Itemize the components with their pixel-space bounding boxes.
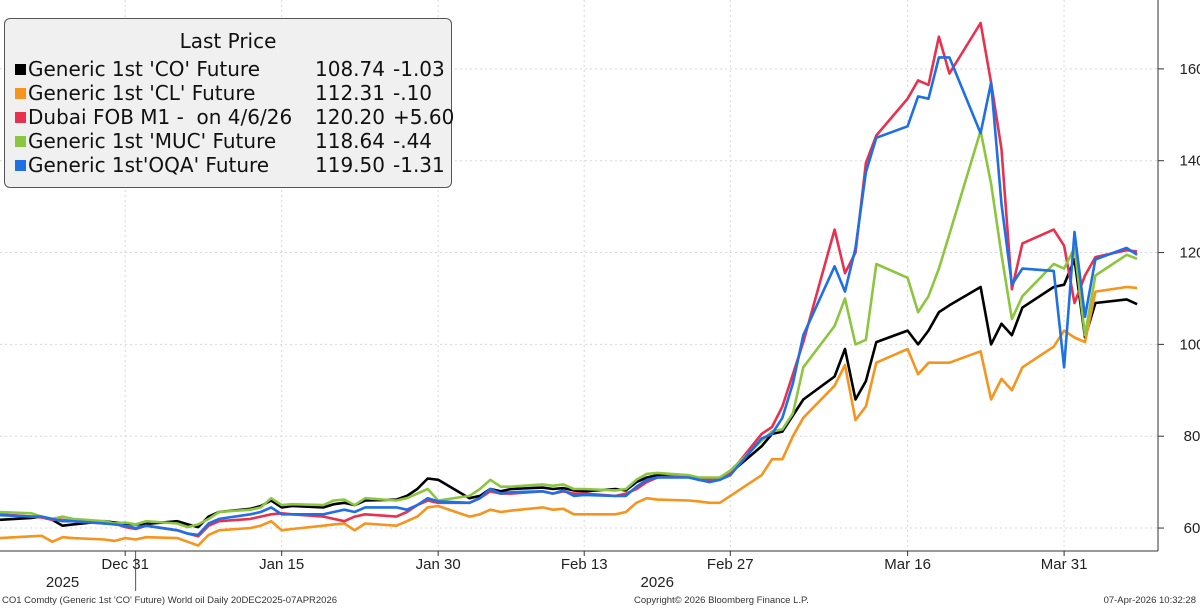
legend-series-name: Generic 1st 'CO' Future	[28, 57, 261, 81]
y-tick-label: 120	[1179, 245, 1200, 262]
legend: Last Price Generic 1st 'CO' Future 108.7…	[4, 18, 455, 188]
legend-entry: Generic 1st 'MUC' Future 118.64 -.44	[11, 129, 451, 153]
legend-swatch	[15, 160, 26, 171]
legend-series-name: Generic 1st 'MUC' Future	[28, 129, 277, 153]
x-tick-label: Jan 15	[259, 556, 304, 573]
legend-entry: Generic 1st 'CL' Future 112.31 -.10	[11, 81, 451, 105]
legend-entry: Dubai FOB M1 - on 4/6/26 120.20 +5.60	[11, 105, 455, 129]
x-tick-label: Feb 13	[561, 556, 608, 573]
x-tick-label: Mar 16	[884, 556, 931, 573]
legend-entry: Generic 1st 'CO' Future 108.74 -1.03	[11, 57, 451, 81]
footer-source: CO1 Comdty (Generic 1st 'CO' Future) Wor…	[2, 595, 338, 606]
axes: 60 80 100 120 140 160 Dec 31 Jan 15 Jan 30 Feb 13…	[0, 0, 1200, 591]
x-year-label: 2025	[46, 574, 79, 591]
legend-last-price: 112.31	[315, 81, 385, 105]
legend-change: +5.60	[393, 105, 455, 129]
x-tick-label: Jan 30	[416, 556, 461, 573]
legend-change: -1.31	[393, 153, 445, 177]
legend-last-price: 120.20	[315, 105, 385, 129]
x-tick-label: Dec 31	[101, 556, 149, 573]
legend-series-name: Dubai FOB M1 - on 4/6/26	[28, 105, 293, 129]
y-tick-label: 80	[1184, 428, 1200, 445]
series-lines	[0, 21, 1138, 547]
x-year-label: 2026	[641, 574, 674, 591]
legend-title: Last Price	[179, 29, 277, 53]
x-tick-label: Mar 31	[1041, 556, 1088, 573]
legend-swatch	[15, 88, 26, 99]
legend-swatch	[15, 64, 26, 75]
legend-series-name: Generic 1st'OQA' Future	[28, 153, 270, 177]
y-tick-label: 60	[1184, 520, 1200, 537]
series-line-0	[0, 258, 1138, 529]
footer-timestamp: 07-Apr-2026 10:32:28	[1103, 595, 1196, 606]
legend-change: -.10	[393, 81, 433, 105]
y-tick-label: 140	[1179, 153, 1200, 170]
x-tick-label: Feb 27	[707, 556, 754, 573]
series-line-1	[0, 285, 1138, 547]
legend-change: -.44	[393, 129, 433, 153]
legend-change: -1.03	[393, 57, 445, 81]
y-tick-label: 160	[1179, 61, 1200, 78]
legend-swatch	[15, 136, 26, 147]
legend-entry: Generic 1st'OQA' Future 119.50 -1.31	[11, 153, 451, 177]
legend-last-price: 108.74	[315, 57, 385, 81]
series-line-3	[0, 129, 1138, 529]
legend-last-price: 118.64	[315, 129, 385, 153]
legend-series-name: Generic 1st 'CL' Future	[28, 81, 256, 105]
footer-copyright: Copyright© 2026 Bloomberg Finance L.P.	[634, 595, 809, 606]
legend-swatch	[15, 112, 26, 123]
series-line-4	[0, 56, 1138, 537]
y-tick-label: 100	[1179, 336, 1200, 353]
legend-last-price: 119.50	[315, 153, 385, 177]
